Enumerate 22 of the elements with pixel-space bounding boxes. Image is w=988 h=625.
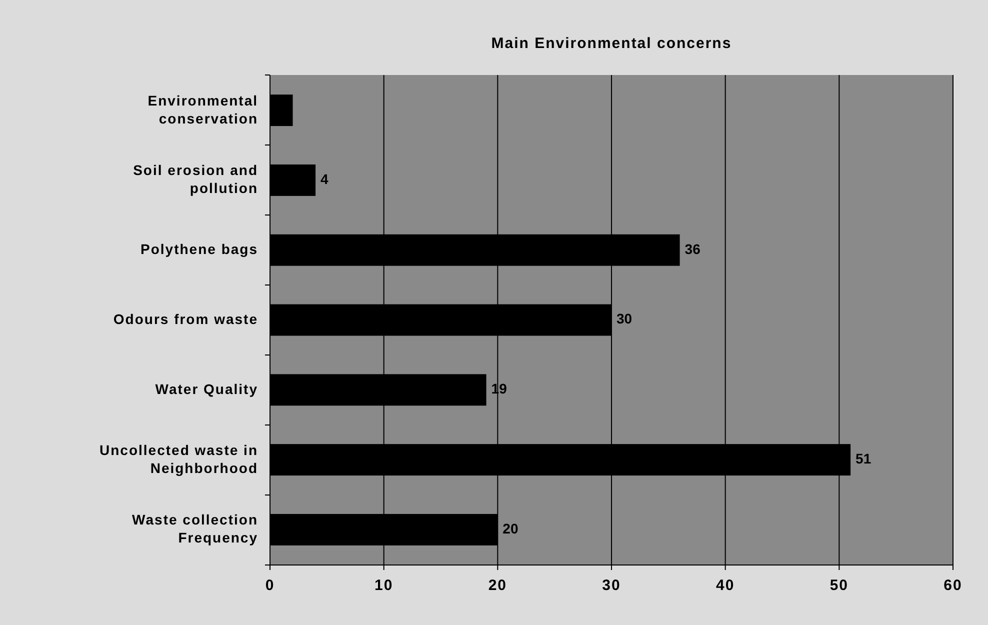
y-tick-label: Uncollected waste in Neighborhood [100,442,258,476]
y-tick-label: Waste collection Frequency [132,511,258,546]
y-tick-label: Soil erosion and pollution [133,162,258,196]
data-label: 20 [502,520,518,536]
data-label: 30 [616,310,632,327]
data-label: 36 [684,240,701,257]
data-label: 4 [320,170,329,187]
x-tick-label: 30 [602,577,621,594]
y-tick-label: Polythene bags [140,240,258,257]
x-tick-label: 50 [830,577,849,594]
x-tick-label: 40 [716,577,735,594]
x-tick-label: 10 [374,577,394,594]
data-label: 51 [856,450,872,467]
y-tick-label: Water Quality [155,380,258,397]
x-tick-label: 20 [488,577,508,594]
x-tick-label: 0 [265,577,275,594]
bar [270,164,316,196]
y-tick-label: Environmental conservation [148,92,258,126]
x-tick-label: 60 [944,577,962,594]
chart-title: Main Environmental concerns [491,35,732,52]
y-tick-label: Odours from waste [113,310,258,327]
bar [270,94,293,126]
